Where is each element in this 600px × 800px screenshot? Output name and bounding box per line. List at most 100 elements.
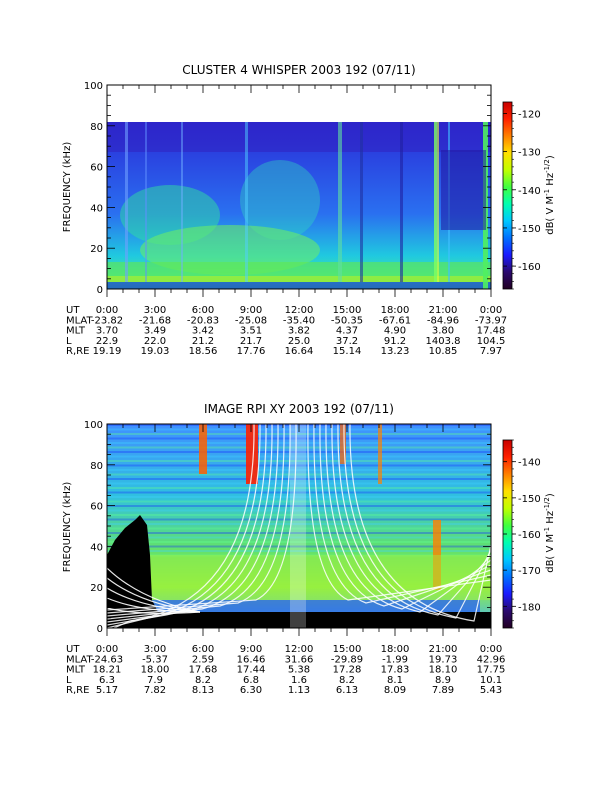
colorbar-label: dB( V M-1 Hz-1/2) <box>543 155 556 235</box>
y-axis: 0 20 40 60 80 100 <box>84 81 491 296</box>
table-cell: 17.75 <box>477 665 506 676</box>
y-tick-label: 40 <box>90 542 103 553</box>
table-cell: 1.13 <box>288 685 310 696</box>
colorbar-tick-label: -140 <box>518 458 541 469</box>
table-cell: 18:00 <box>381 644 410 655</box>
table-row-label: MLAT <box>66 654 93 665</box>
table-cell: 7.89 <box>432 685 454 696</box>
table-cell: 6.30 <box>240 685 262 696</box>
x-axis <box>106 85 492 297</box>
table-cell: 10.1 <box>480 675 502 686</box>
table-cell: 104.5 <box>477 336 506 347</box>
table-cell: 16.46 <box>237 654 266 665</box>
table-cell: 15.14 <box>333 346 362 357</box>
panel-image-rpi: IMAGE RPI XY 2003 192 (07/11) 0 20 40 60 80 1… <box>62 402 556 696</box>
table-cell: 12:00 <box>285 305 314 316</box>
y-tick-label: 60 <box>90 502 103 513</box>
table-cell: 4.90 <box>384 326 406 337</box>
y-tick-label: 100 <box>84 420 103 431</box>
table-cell: 0:00 <box>96 305 118 316</box>
table-cell: 8.09 <box>384 685 406 696</box>
table-row-label: R,RE <box>66 685 89 696</box>
table-cell: 17.28 <box>333 665 362 676</box>
table-cell: 22.9 <box>96 336 118 347</box>
table-cell: 18:00 <box>381 305 410 316</box>
table-cell: 6.13 <box>336 685 358 696</box>
table-cell: 3.80 <box>432 326 454 337</box>
colorbar-tick-label: -140 <box>518 186 541 197</box>
table-cell: 9:00 <box>240 644 262 655</box>
chart-title: CLUSTER 4 WHISPER 2003 192 (07/11) <box>182 63 415 77</box>
y-tick-label: 40 <box>90 203 103 214</box>
y-tick-label: 80 <box>90 461 103 472</box>
table-cell: 4.37 <box>336 326 358 337</box>
y-tick-label: 60 <box>90 163 103 174</box>
table-cell: 3.51 <box>240 326 262 337</box>
table-cell: 9:00 <box>240 305 262 316</box>
table-cell: 18.21 <box>93 665 122 676</box>
colorbar-ticks: -140 -150 -160 -170 -180 <box>503 439 541 629</box>
table-cell: 6.3 <box>99 675 115 686</box>
table-cell: 18.00 <box>141 665 170 676</box>
table-cell: 7.9 <box>147 675 163 686</box>
table-cell: -67.61 <box>379 315 411 326</box>
y-tick-label: 80 <box>90 122 103 133</box>
colorbar-tick-label: -180 <box>518 602 541 613</box>
table-cell: 22.0 <box>144 336 166 347</box>
table-row-label: R,RE <box>66 346 89 357</box>
table-cell: 3:00 <box>144 305 166 316</box>
colorbar-tick-label: -150 <box>518 494 541 505</box>
table-cell: 3.82 <box>288 326 310 337</box>
table-cell: 3:00 <box>144 644 166 655</box>
colorbar-ticks: -120 -130 -140 -150 -160 <box>503 105 541 290</box>
table-cell: 17.68 <box>189 665 218 676</box>
table-cell: -21.68 <box>139 315 171 326</box>
table-cell: 17.44 <box>237 665 266 676</box>
table-cell: 7.82 <box>144 685 166 696</box>
table-cell: 8.9 <box>435 675 451 686</box>
table-cell: 5.38 <box>288 665 310 676</box>
table-cell: 12:00 <box>285 644 314 655</box>
table-cell: 6:00 <box>192 644 214 655</box>
chart-title: IMAGE RPI XY 2003 192 (07/11) <box>204 402 394 416</box>
y-tick-label: 0 <box>97 285 103 296</box>
table-cell: 19.73 <box>429 654 458 665</box>
colorbar-tick-label: -170 <box>518 566 541 577</box>
table-cell: 8.2 <box>339 675 355 686</box>
colorbar-label: dB( V M-1 Hz-1/2) <box>543 493 556 573</box>
table-row-label: MLAT <box>66 315 93 326</box>
spectrogram-image <box>107 122 491 289</box>
table-row-label: L <box>66 336 72 347</box>
table-cell: 3.42 <box>192 326 214 337</box>
table-cell: 17.83 <box>381 665 410 676</box>
table-cell: 0:00 <box>480 644 502 655</box>
spectrogram-image <box>107 424 491 628</box>
table-cell: -25.08 <box>235 315 267 326</box>
table-cell: 6:00 <box>192 305 214 316</box>
table-cell: 17.76 <box>237 346 266 357</box>
ephemeris-table: UT 0:00 3:00 6:00 9:00 12:00 15:00 18:00 21:00 0:… <box>66 644 505 696</box>
y-axis-label: FREQUENCY (kHz) <box>62 142 73 233</box>
table-cell: 21.7 <box>240 336 262 347</box>
table-cell: -50.35 <box>331 315 363 326</box>
table-cell: 37.2 <box>336 336 358 347</box>
y-axis-label: FREQUENCY (kHz) <box>62 482 73 573</box>
table-cell: 42.96 <box>477 654 506 665</box>
table-cell: 8.2 <box>195 675 211 686</box>
table-row-label: MLT <box>66 326 86 337</box>
table-cell: -24.63 <box>91 654 123 665</box>
y-tick-label: 100 <box>84 81 103 92</box>
table-cell: 15:00 <box>333 644 362 655</box>
table-cell: 1.6 <box>291 675 307 686</box>
table-cell: 19.19 <box>93 346 122 357</box>
table-cell: -29.89 <box>331 654 363 665</box>
table-cell: 7.97 <box>480 346 502 357</box>
table-cell: -35.40 <box>283 315 315 326</box>
table-cell: -1.99 <box>382 654 408 665</box>
table-cell: 3.70 <box>96 326 118 337</box>
colorbar-tick-label: -160 <box>518 262 541 273</box>
table-cell: 5.17 <box>96 685 118 696</box>
table-cell: 91.2 <box>384 336 406 347</box>
table-cell: 21:00 <box>429 305 458 316</box>
